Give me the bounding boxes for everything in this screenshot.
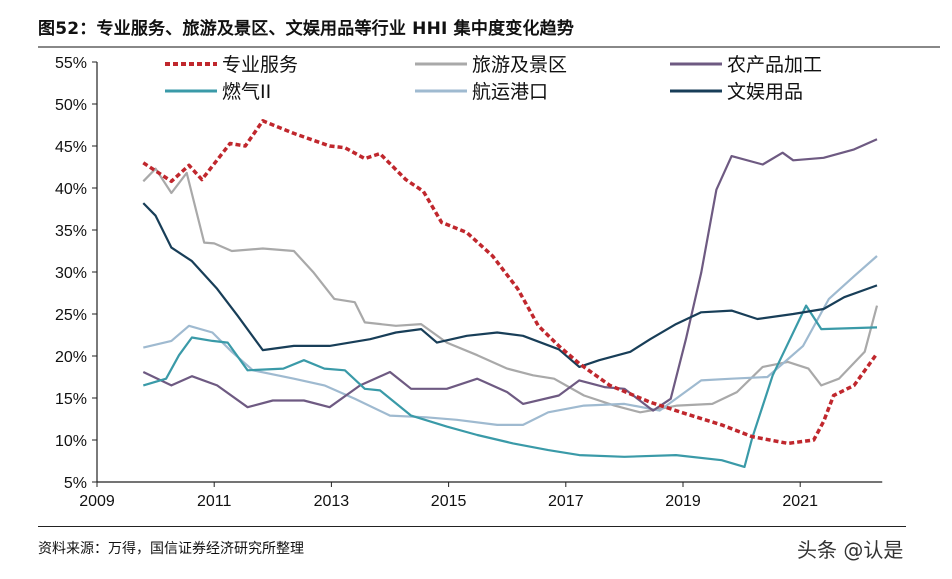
legend-label: 农产品加工 — [727, 54, 822, 76]
series-line-4 — [143, 255, 878, 426]
y-tick-label: 25% — [55, 307, 87, 324]
footer-divider — [38, 526, 906, 527]
x-tick-label: 2013 — [314, 493, 350, 510]
legend-label: 专业服务 — [222, 54, 298, 76]
x-tick-label: 2015 — [431, 493, 467, 510]
legend-label: 文娱用品 — [727, 81, 803, 103]
y-tick-label: 15% — [55, 391, 87, 408]
x-tick-label: 2021 — [782, 493, 818, 510]
y-tick-label: 30% — [55, 265, 87, 282]
y-tick-label: 10% — [55, 433, 87, 450]
series-line-5 — [142, 202, 878, 368]
axes: 5% 10% 15% 20% 25% 30% 35% 40% 45% 50% 55% 2009 2011… — [55, 55, 883, 510]
legend-label: 燃气II — [222, 81, 271, 103]
source-note: 资料来源：万得，国信证券经济研究所整理 — [38, 541, 304, 557]
y-tick-label: 55% — [55, 55, 87, 72]
watermark: 头条 @认是 — [797, 538, 904, 562]
x-tick-label: 2017 — [548, 493, 584, 510]
x-tick-label: 2009 — [79, 493, 115, 510]
chart-title: 图52：专业服务、旅游及景区、文娱用品等行业 HHI 集中度变化趋势 — [38, 19, 575, 39]
series-line-1 — [142, 167, 879, 414]
y-tick-label: 45% — [55, 139, 87, 156]
x-tick-label: 2011 — [197, 493, 232, 510]
y-tick-label: 40% — [55, 181, 87, 198]
legend-label: 航运港口 — [472, 81, 548, 103]
series-line-3 — [142, 304, 878, 468]
series-line-0 — [142, 119, 879, 446]
y-tick-label: 5% — [64, 475, 87, 492]
y-tick-label: 20% — [55, 349, 87, 366]
series-lines — [142, 119, 879, 468]
y-tick-label: 35% — [55, 223, 87, 240]
y-tick-label: 50% — [55, 97, 87, 114]
legend-label: 旅游及景区 — [472, 54, 567, 76]
series-line-2 — [142, 138, 878, 412]
x-tick-label: 2019 — [665, 493, 701, 510]
title-divider — [38, 46, 940, 48]
